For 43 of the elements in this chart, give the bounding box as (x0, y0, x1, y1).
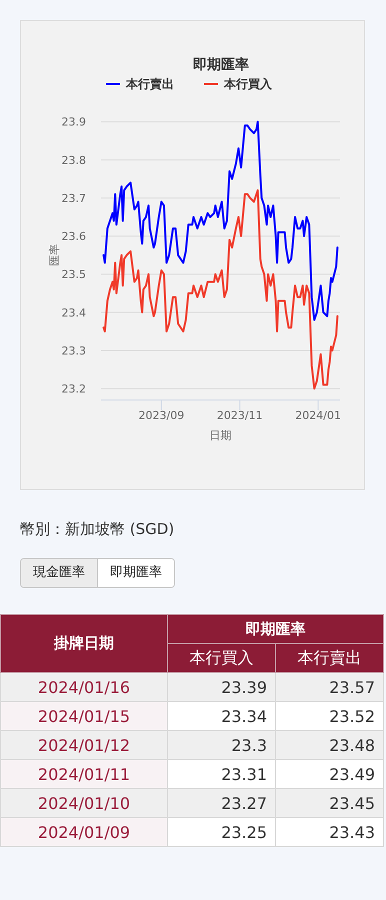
text: 23.57 (276, 672, 384, 702)
y-tick-label: 23.3 (62, 344, 86, 358)
text: 23.39 (168, 672, 276, 702)
chart-title: 即期匯率 (193, 56, 249, 73)
x-tick-label: 2023/09 (138, 409, 184, 422)
y-tick-label: 23.7 (62, 192, 86, 205)
text: 掛牌日期 (0, 614, 168, 672)
text: 23.3 (168, 730, 276, 760)
text: 幣別：新加坡幣 (SGD) (20, 520, 174, 539)
line-series (102, 120, 338, 321)
x-tick-label: 2024/01 (295, 409, 342, 422)
text: 2024/01/15 (0, 702, 168, 730)
text: 本行賣出 (276, 644, 384, 672)
text: 23.34 (168, 702, 276, 730)
text: 23.27 (168, 788, 276, 818)
line-series (102, 189, 338, 390)
legend-label: 本行買入 (223, 77, 273, 91)
text: 2024/01/11 (0, 760, 168, 788)
text: 23.45 (276, 788, 384, 818)
y-tick-label: 23.8 (62, 154, 86, 167)
y-tick-label: 23.4 (62, 306, 86, 320)
text: 23.49 (276, 760, 384, 788)
text: 即期匯率 (168, 614, 384, 644)
y-tick-label: 23.9 (62, 116, 86, 129)
text: 現金匯率 (21, 559, 97, 587)
y-axis-title: 匯率 (48, 244, 61, 266)
x-tick-label: 2023/11 (216, 409, 263, 422)
text: 2024/01/12 (0, 730, 168, 760)
y-tick-label: 23.6 (62, 230, 86, 244)
text: 即期匯率 (97, 559, 174, 587)
text: 本行買入 (168, 644, 276, 672)
legend-label: 本行賣出 (125, 77, 174, 91)
text: 2024/01/10 (0, 788, 168, 818)
y-tick-label: 23.2 (62, 382, 86, 396)
text: 23.31 (168, 760, 276, 788)
text: 23.25 (168, 818, 276, 846)
y-tick-label: 23.5 (62, 268, 86, 282)
text: 2024/01/16 (0, 672, 168, 702)
text: 23.48 (276, 730, 384, 760)
text: 23.43 (276, 818, 384, 846)
x-axis-title: 日期 (210, 429, 232, 442)
text: 23.52 (276, 702, 384, 730)
text: 2024/01/09 (0, 818, 168, 846)
